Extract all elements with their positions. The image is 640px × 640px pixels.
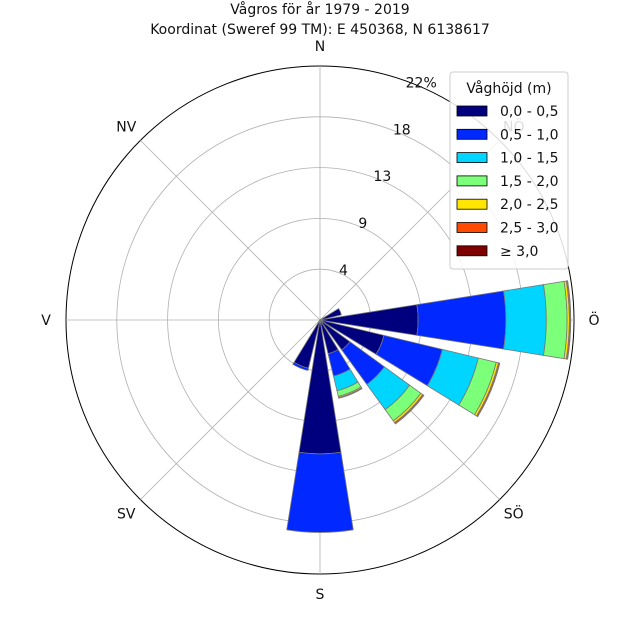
legend-label: 1,0 - 1,5 xyxy=(500,151,558,167)
direction-label: SV xyxy=(117,507,136,523)
direction-label: V xyxy=(41,313,51,329)
bar-segment xyxy=(338,387,363,399)
direction-label: NV xyxy=(116,119,136,135)
chart-subtitle: Koordinat (Sweref 99 TM): E 450368, N 61… xyxy=(150,22,490,38)
bar-segment xyxy=(319,307,342,321)
bar-segment xyxy=(566,280,572,360)
direction-label: Ö xyxy=(588,311,599,329)
legend-label: ≥ 3,0 xyxy=(500,244,538,260)
legend-swatch xyxy=(456,222,488,233)
grid-spoke xyxy=(140,319,321,500)
legend-swatch xyxy=(456,175,488,187)
chart-title: Vågros för år 1979 - 2019 xyxy=(230,1,409,18)
legend-swatch xyxy=(456,152,488,164)
legend: Våghöjd (m) 0,0 - 0,5 0,5 - 1,0 1,0 - 1,5 1,… xyxy=(449,71,569,270)
radial-tick-labels: 4 9 13 18 22% xyxy=(339,75,437,279)
legend-title: Våghöjd (m) xyxy=(466,80,551,97)
direction-label: SÖ xyxy=(504,505,524,523)
bar-segment xyxy=(503,284,547,356)
bar-segment xyxy=(286,451,354,533)
radial-tick-label: 9 xyxy=(358,216,367,232)
rose-bars xyxy=(286,280,572,533)
legend-swatch xyxy=(456,198,488,210)
bar-segment xyxy=(416,290,507,350)
radial-tick-label: 4 xyxy=(339,263,348,279)
legend-label: 1,5 - 2,0 xyxy=(500,174,558,190)
legend-swatch xyxy=(456,128,488,140)
legend-swatch xyxy=(456,245,488,257)
legend-box xyxy=(449,71,569,270)
bar-segment xyxy=(292,361,309,372)
legend-label: 2,0 - 2,5 xyxy=(500,197,558,213)
legend-label: 0,0 - 0,5 xyxy=(500,104,558,120)
legend-label: 2,5 - 3,0 xyxy=(500,221,558,237)
legend-swatch xyxy=(456,105,488,117)
grid-spoke xyxy=(140,140,321,321)
direction-label: S xyxy=(316,587,325,603)
bar-segment xyxy=(543,280,568,360)
legend-label: 0,5 - 1,0 xyxy=(500,127,558,143)
radial-tick-label: 18 xyxy=(393,122,411,138)
radial-tick-label: 13 xyxy=(373,169,391,185)
bar-segment xyxy=(394,394,425,425)
bar-segment xyxy=(476,362,501,418)
radial-tick-label: 22% xyxy=(406,75,437,91)
direction-label: N xyxy=(315,39,325,55)
